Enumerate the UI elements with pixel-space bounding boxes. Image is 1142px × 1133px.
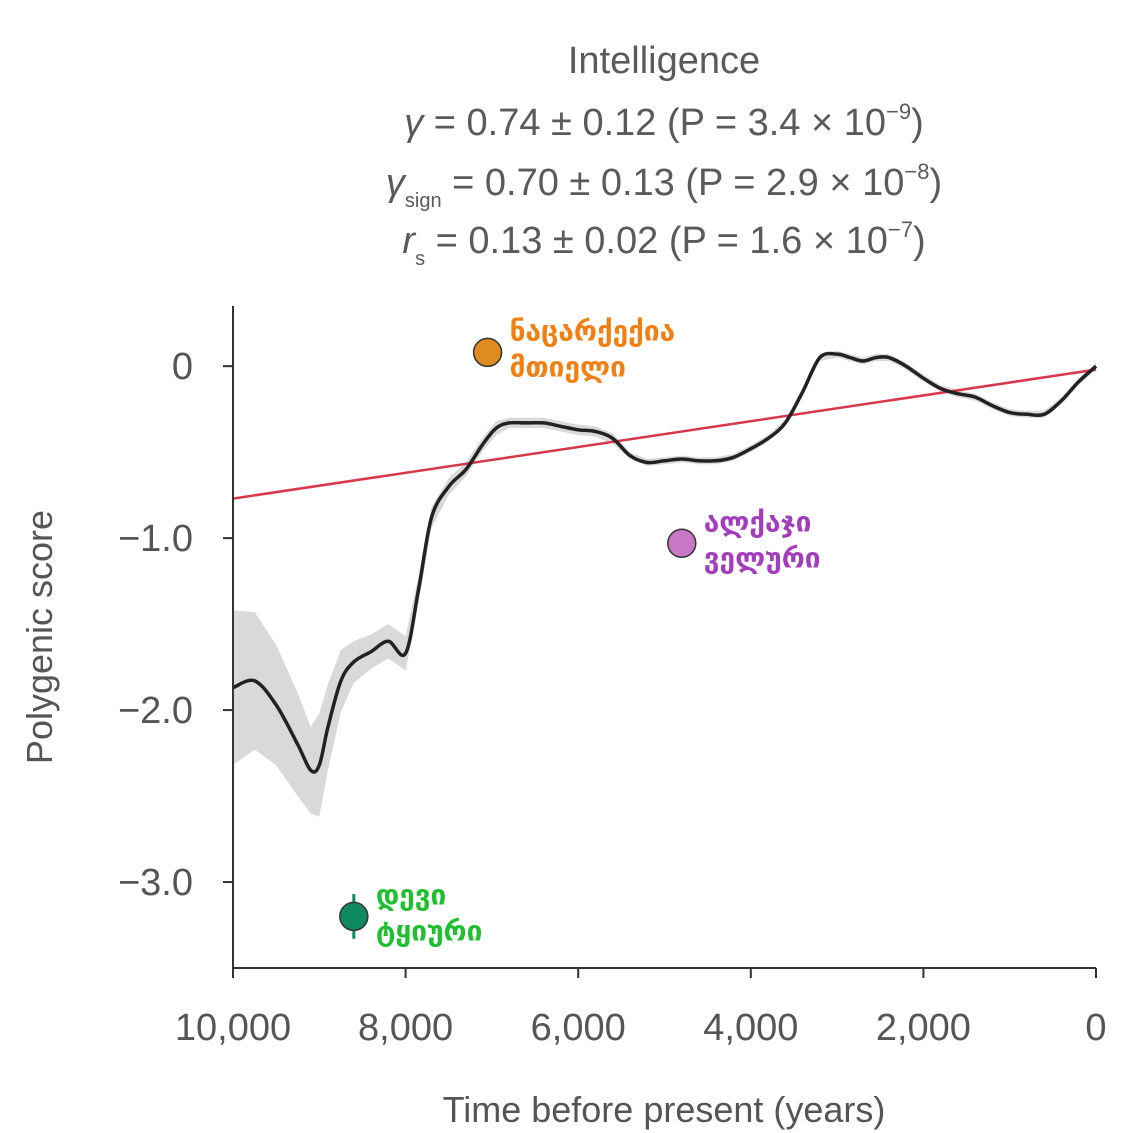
point-label: დევი — [376, 878, 446, 911]
axes-group: 10,000 8,000 6,000 4,000 2,000 0 0 −1.0 −2.0 −3.0 — [118, 306, 1107, 1049]
data-point — [472, 337, 503, 368]
y-tick-label: −1.0 — [118, 518, 193, 560]
x-tick-label: 0 — [1085, 1007, 1106, 1049]
data-point — [339, 901, 369, 932]
y-tick-label: −2.0 — [118, 690, 193, 732]
series-line — [232, 351, 1098, 774]
point-label: ველური — [704, 541, 821, 574]
point-label: ალქაჯი — [704, 505, 812, 538]
x-tick-label: 10,000 — [175, 1007, 291, 1049]
y-tick-label: −3.0 — [118, 862, 193, 904]
stat-line: γ = 0.74 ± 0.12 (P = 3.4 × 10−9) — [404, 99, 924, 144]
series-line-group — [232, 351, 1098, 774]
confidence-band — [233, 350, 1096, 817]
x-tick-label: 4,000 — [703, 1007, 798, 1049]
x-tick-label: 2,000 — [876, 1007, 971, 1049]
confidence-band-group — [233, 350, 1096, 817]
fit-line — [232, 368, 1097, 500]
x-tick-label: 8,000 — [358, 1007, 453, 1049]
chart-title-group: Intelligence — [568, 40, 760, 82]
y-tick-label: 0 — [172, 346, 193, 388]
stat-line: rs = 0.13 ± 0.02 (P = 1.6 × 10−7) — [402, 217, 925, 270]
x-axis-label: Time before present (years) — [443, 1089, 886, 1130]
data-point — [667, 528, 697, 559]
y-axis-label: Polygenic score — [19, 510, 60, 764]
chart-title: Intelligence — [568, 40, 760, 82]
chart-stats-group: γ = 0.74 ± 0.12 (P = 3.4 × 10−9) γsign = … — [386, 99, 942, 270]
fit-line-group — [232, 368, 1097, 500]
point-label: ტყიური — [376, 914, 483, 947]
x-tick-label: 6,000 — [531, 1007, 626, 1049]
point-label: მთიელი — [510, 350, 626, 383]
stat-line: γsign = 0.70 ± 0.13 (P = 2.9 × 10−8) — [386, 159, 942, 212]
point-label: ნაცარქექია — [510, 314, 676, 347]
